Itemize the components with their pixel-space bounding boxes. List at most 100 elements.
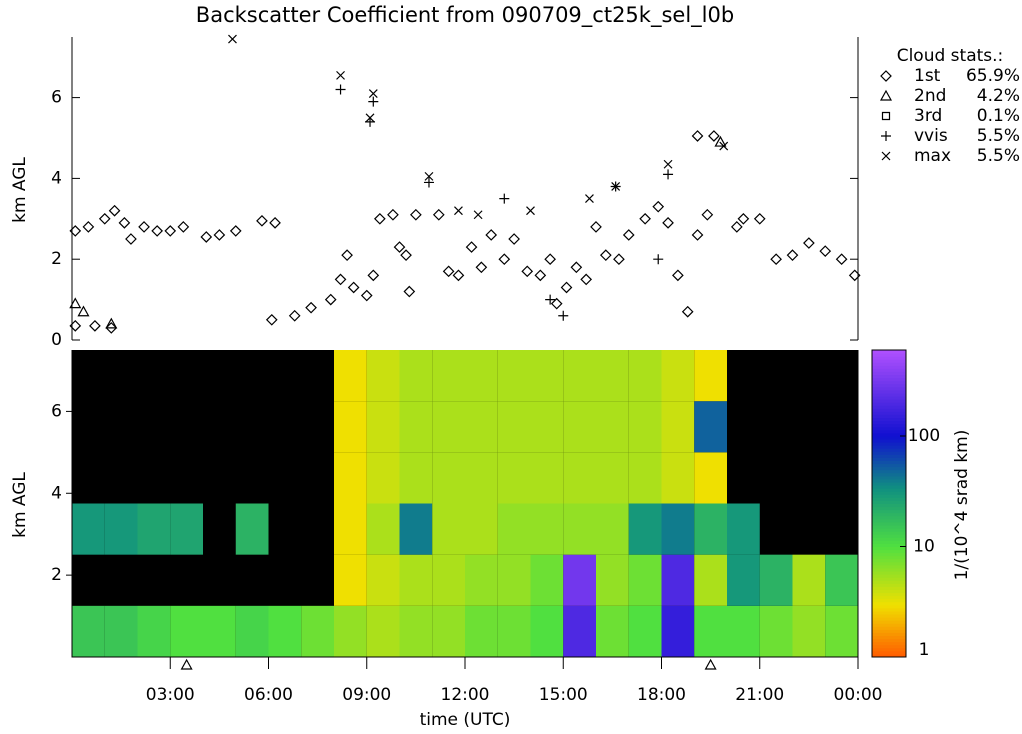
colorbar-segment <box>872 543 906 547</box>
data-point <box>662 216 674 229</box>
colorbar-segment <box>872 488 906 492</box>
heatmap-cell <box>366 401 400 453</box>
colorbar-segment <box>872 577 906 581</box>
x-tick-label: 15:00 <box>539 685 588 705</box>
heatmap-cell <box>497 350 531 402</box>
data-point <box>118 216 131 229</box>
colorbar-segment <box>872 405 906 409</box>
colorbar-segment <box>872 377 906 382</box>
legend-symbol <box>880 70 892 82</box>
heatmap-cell <box>628 350 662 402</box>
heatmap-cell <box>596 350 629 402</box>
data-point <box>613 253 625 266</box>
heatmap-cell <box>563 503 596 555</box>
heatmap-cell <box>465 503 498 555</box>
colorbar-segment <box>872 503 906 508</box>
heatmap-cell <box>628 401 662 453</box>
heatmap-cell <box>399 503 433 555</box>
colorbar-segment <box>872 574 906 578</box>
y-tick-label: 6 <box>51 401 62 421</box>
data-point <box>288 309 301 322</box>
heatmap-cell <box>759 554 793 606</box>
data-point <box>452 269 465 282</box>
colorbar-segment <box>872 555 906 560</box>
colorbar-segment <box>872 549 906 554</box>
colorbar-segment <box>872 389 906 394</box>
colorbar-tick-label: 1 <box>919 640 930 660</box>
data-point <box>622 229 635 241</box>
heatmap-cell <box>661 605 695 657</box>
colorbar-segment <box>872 386 906 391</box>
colorbar-segment <box>872 531 906 535</box>
data-point <box>786 249 799 262</box>
colorbar-segment <box>872 497 906 501</box>
legend-label: vvis <box>914 126 948 146</box>
colorbar-segment <box>872 383 906 388</box>
data-point <box>400 249 412 262</box>
colorbar-segment <box>872 411 906 415</box>
colorbar-segment <box>872 580 906 584</box>
data-point <box>663 159 673 169</box>
heatmap-cell <box>727 554 760 606</box>
y-axis-label: km AGL <box>10 157 30 223</box>
data-point <box>691 229 704 241</box>
data-point <box>653 254 664 265</box>
heatmap-cell <box>334 605 367 657</box>
colorbar-segment <box>872 478 906 483</box>
heatmap-cell <box>694 605 727 657</box>
heatmap-cell <box>661 350 695 402</box>
data-point <box>69 320 82 332</box>
y-tick-label: 6 <box>51 88 62 108</box>
heatmap-cell <box>104 503 138 555</box>
colorbar-segment <box>872 414 906 419</box>
colorbar-segment <box>872 620 906 624</box>
data-point <box>200 231 213 243</box>
heatmap-cell <box>399 350 433 402</box>
data-point <box>125 233 137 245</box>
colorbar-segment <box>872 571 906 575</box>
heatmap-cell <box>497 503 531 555</box>
data-point <box>403 285 416 298</box>
colorbar-segment <box>872 380 906 385</box>
colorbar-segment <box>872 653 906 658</box>
heatmap-cell <box>432 350 465 402</box>
heatmap-cell <box>530 452 564 504</box>
data-point <box>737 212 750 225</box>
heatmap-cell <box>596 605 629 657</box>
heatmap-cell <box>432 605 465 657</box>
colorbar-segment <box>872 442 906 446</box>
data-point <box>753 212 766 225</box>
heatmap-cell <box>563 350 596 402</box>
x-tick-label: 21:00 <box>735 685 784 705</box>
data-point <box>558 310 569 321</box>
heatmap-cell <box>563 554 596 606</box>
heatmap-cell <box>432 452 465 504</box>
data-point <box>89 320 101 332</box>
colorbar-segment <box>872 451 906 455</box>
data-point <box>69 225 82 237</box>
colorbar-segment <box>872 371 906 376</box>
heatmap-cell <box>235 605 269 657</box>
colorbar-segment <box>872 420 906 425</box>
data-point <box>545 294 556 305</box>
y-tick-label: 2 <box>51 565 62 585</box>
colorbar-segment <box>872 586 906 590</box>
colorbar-segment <box>872 509 906 514</box>
data-point <box>526 206 535 216</box>
data-point <box>98 212 111 225</box>
heatmap-cell <box>694 350 727 402</box>
heatmap-cell <box>465 605 498 657</box>
heatmap-cell <box>628 503 662 555</box>
colorbar-segment <box>872 417 906 422</box>
heatmap-cell <box>563 605 596 657</box>
colorbar-tick-label: 10 <box>913 536 935 556</box>
data-point <box>229 225 242 237</box>
colorbar-frame <box>871 349 907 658</box>
colorbar-segment <box>872 362 906 366</box>
data-point <box>347 281 360 294</box>
heatmap-cell <box>334 554 367 606</box>
heatmap-cell <box>432 401 465 453</box>
legend-symbol <box>881 151 891 161</box>
heatmap-cell <box>465 452 498 504</box>
